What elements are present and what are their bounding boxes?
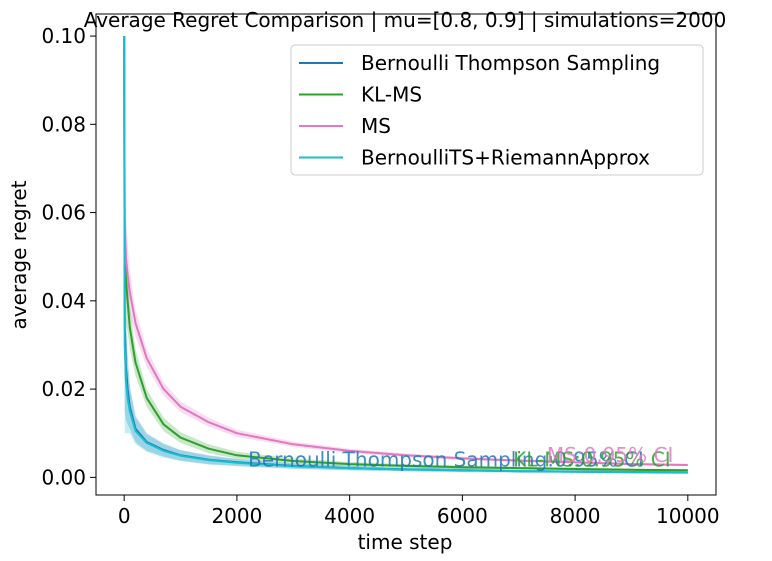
y-tick-label: 0.06	[41, 201, 86, 225]
x-axis-ticks: 0 2000 4000 6000 8000 10000	[118, 495, 720, 528]
y-tick-label: 0.04	[41, 289, 86, 313]
x-tick-label: 10000	[656, 504, 720, 528]
y-axis-ticks: 0.00 0.02 0.04 0.06 0.08 0.10	[41, 24, 96, 489]
x-tick-label: 8000	[550, 504, 601, 528]
ci-annotation-0: Bernoulli Thompson Sampling:0.95% CI	[248, 447, 644, 471]
y-tick-label: 0.00	[41, 465, 86, 489]
plot-frame	[95, 13, 717, 496]
x-tick-label: 0	[118, 504, 131, 528]
y-tick-label: 0.08	[41, 112, 86, 136]
legend-label-3: BernoulliTS+RiemannApprox	[361, 146, 650, 170]
series-line-3	[123, 36, 688, 474]
ci-annotations: Bernoulli Thompson Sampling:0.95% CIKL-M…	[248, 443, 673, 471]
x-tick-label: 6000	[437, 504, 488, 528]
legend-label-1: KL-MS	[361, 83, 422, 107]
series-line-1	[123, 36, 688, 472]
ci-annotation-2: MS:0.95% CI	[547, 443, 673, 467]
legend: Bernoulli Thompson Sampling KL-MS MS Bernou…	[290, 44, 704, 176]
series-lines	[123, 36, 688, 474]
x-tick-label: 4000	[324, 504, 375, 528]
chart-title: Average Regret Comparison | mu=[0.8, 0.9…	[84, 8, 727, 32]
ci-annotation-1: KL-MS:0.95% CI	[513, 447, 671, 471]
legend-box	[290, 44, 704, 176]
y-axis-label: average regret	[7, 180, 31, 329]
y-tick-label: 0.02	[41, 377, 86, 401]
x-axis-label: time step	[358, 530, 453, 554]
legend-label-0: Bernoulli Thompson Sampling	[361, 51, 660, 75]
series-line-2	[123, 36, 688, 466]
y-tick-label: 0.10	[41, 24, 86, 48]
x-tick-label: 2000	[211, 504, 262, 528]
legend-label-2: MS	[361, 114, 391, 138]
